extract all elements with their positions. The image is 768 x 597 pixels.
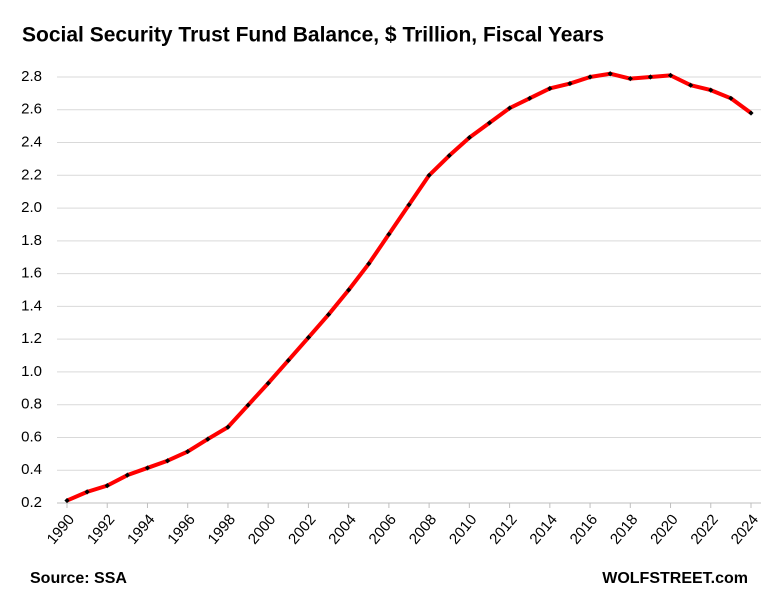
data-marker xyxy=(386,231,392,237)
x-tick-label: 2006 xyxy=(366,511,400,547)
y-tick-label: 1.6 xyxy=(21,265,42,282)
data-marker xyxy=(164,458,171,464)
data-marker xyxy=(567,80,573,87)
x-tick-label: 2012 xyxy=(486,511,520,547)
data-marker xyxy=(406,202,412,208)
y-tick-label: 2.2 xyxy=(21,166,42,183)
data-marker xyxy=(185,448,191,455)
data-marker xyxy=(667,72,674,78)
source: Source: SSA xyxy=(30,570,127,587)
x-tick-label: 1996 xyxy=(164,511,198,547)
data-marker xyxy=(104,483,110,489)
y-tick-label: 1.8 xyxy=(21,232,42,249)
data-marker xyxy=(728,95,734,101)
data-marker xyxy=(265,380,271,386)
data-marker xyxy=(124,472,130,478)
y-tick-label: 1.4 xyxy=(21,297,42,314)
y-tick-label: 1.0 xyxy=(21,363,42,380)
x-tick-label: 2008 xyxy=(406,511,440,547)
data-marker xyxy=(366,261,372,267)
data-marker xyxy=(64,497,70,504)
data-marker xyxy=(486,120,493,126)
x-tick-label: 2004 xyxy=(325,511,359,547)
data-marker xyxy=(346,287,352,293)
data-marker xyxy=(748,110,754,116)
data-marker xyxy=(325,311,332,318)
x-tick-label: 2010 xyxy=(446,511,480,547)
y-tick-label: 0.4 xyxy=(21,461,42,478)
data-marker xyxy=(466,135,472,141)
data-marker xyxy=(607,71,613,77)
y-tick-label: 0.8 xyxy=(21,396,42,413)
credit: WOLFSTREET.com xyxy=(602,570,748,587)
y-tick-label: 2.8 xyxy=(21,68,42,85)
y-tick-label: 2.0 xyxy=(21,199,42,216)
data-marker xyxy=(426,172,432,178)
chart-title: Social Security Trust Fund Balance, $ Tr… xyxy=(22,24,604,47)
x-tick-label: 2014 xyxy=(526,511,560,547)
data-line xyxy=(66,71,753,503)
x-tick-label: 2020 xyxy=(647,511,681,547)
data-marker xyxy=(647,74,654,80)
x-tick-label: 2022 xyxy=(687,511,721,547)
data-marker xyxy=(245,402,251,408)
data-marker xyxy=(506,105,513,111)
x-tick-label: 1994 xyxy=(124,511,158,547)
y-tick-label: 0.6 xyxy=(21,428,42,445)
x-tick-label: 2018 xyxy=(607,511,641,547)
y-tick-label: 0.2 xyxy=(21,494,42,511)
data-marker xyxy=(305,334,312,341)
data-marker xyxy=(627,76,633,82)
data-marker xyxy=(446,153,452,159)
y-tick-label: 2.4 xyxy=(21,134,42,151)
x-tick-label: 1992 xyxy=(84,511,118,547)
data-marker xyxy=(225,424,231,430)
x-tick-label: 2000 xyxy=(245,511,279,547)
x-tick-label: 2024 xyxy=(728,511,762,547)
data-marker xyxy=(708,87,714,93)
x-tick-label: 2016 xyxy=(567,511,601,547)
y-tick-label: 1.2 xyxy=(21,330,42,347)
x-tick-label: 1990 xyxy=(44,511,78,547)
y-tick-label: 2.6 xyxy=(21,101,42,118)
x-tick-label: 2002 xyxy=(285,511,319,547)
data-marker xyxy=(527,95,533,101)
x-tick-label: 1998 xyxy=(205,511,239,547)
data-marker xyxy=(84,489,90,495)
data-marker xyxy=(688,82,694,88)
data-marker xyxy=(285,357,291,364)
data-marker xyxy=(205,436,211,442)
data-marker xyxy=(587,74,593,80)
data-marker xyxy=(547,85,553,92)
data-marker xyxy=(144,465,151,471)
